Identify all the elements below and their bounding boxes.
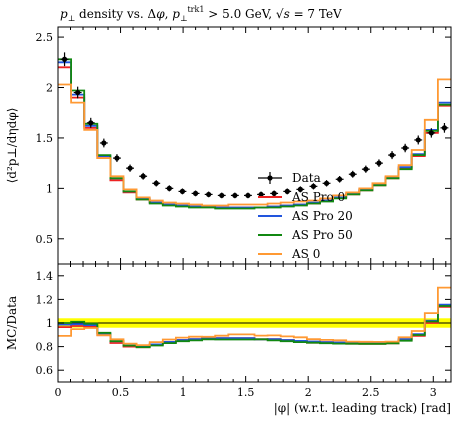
data-point — [127, 165, 133, 171]
data-point — [376, 160, 382, 166]
legend-entry: AS Pro 0 — [291, 190, 345, 204]
data-point — [363, 166, 369, 172]
data-point — [350, 171, 356, 177]
series-as-pro-20 — [58, 61, 451, 209]
x-tick-label: 2 — [305, 386, 312, 399]
data-point — [310, 183, 317, 189]
y-tick-label: 0.8 — [36, 341, 54, 354]
data-point — [232, 192, 238, 199]
data-point — [101, 140, 107, 146]
data-point — [61, 56, 68, 62]
main-y-axis-label: ⟨d²p⊥/dηdφ⟩ — [5, 108, 19, 184]
data-point — [258, 191, 264, 198]
data-point — [245, 192, 251, 199]
data-point — [219, 192, 225, 199]
y-tick-label: 0.6 — [36, 364, 54, 377]
data-point — [179, 188, 186, 194]
y-tick-label: 1.4 — [36, 270, 54, 283]
data-point — [140, 173, 146, 179]
main-panel: 0.5 1 1.5 2 2.5 — [36, 26, 452, 265]
y-tick-label: 0.5 — [36, 233, 54, 246]
data-point — [166, 185, 172, 191]
data-point — [297, 186, 303, 192]
data-point — [323, 180, 330, 186]
axis-labels: ⟨d²p⊥/dηdφ⟩ MC/Data |φ| (w.r.t. leading tr… — [5, 108, 451, 415]
data-point — [192, 190, 199, 197]
legend-entry: AS Pro 20 — [291, 209, 353, 223]
legend-entry: Data — [292, 171, 321, 185]
main-frame — [57, 26, 452, 265]
legend-entry: AS Pro 50 — [291, 228, 353, 242]
legend: Data AS Pro 0 AS Pro 20 AS Pro 50 AS 0 — [258, 171, 353, 261]
data-point — [271, 190, 277, 197]
ratio-series-as-0 — [58, 286, 451, 346]
x-tick-label: 0 — [55, 386, 62, 399]
series-as-pro-50 — [58, 58, 451, 210]
data-point — [114, 155, 120, 161]
x-axis-label: |φ| (w.r.t. leading track) [rad] — [274, 401, 451, 415]
data-point — [415, 137, 421, 143]
y-tick-label: 1.5 — [36, 132, 54, 145]
series-as-0 — [58, 78, 451, 207]
data-point — [206, 191, 212, 198]
y-tick-label: 1 — [46, 182, 53, 195]
data-point — [337, 176, 343, 182]
data-point — [88, 120, 94, 126]
chart-title: p⊥ density vs. Δφ, p⊥trk1 > 5.0 GeV, √s … — [60, 5, 342, 23]
x-tick-label: 2.5 — [362, 386, 380, 399]
y-tick-label: 1.2 — [36, 293, 54, 306]
data-point — [389, 152, 395, 158]
legend-entry: AS 0 — [291, 247, 320, 261]
data-point — [75, 89, 81, 96]
data-point — [428, 130, 434, 136]
x-tick-label: 1.5 — [237, 386, 255, 399]
data-point — [284, 188, 290, 194]
series-as-pro-0 — [58, 66, 451, 209]
legend-marker-data — [267, 175, 273, 181]
data-point — [441, 125, 448, 131]
y-tick-label: 2.5 — [36, 31, 54, 44]
ratio-panel: 0.6 0.8 1 1.2 1.4 0 0.5 1 1.5 2 2.5 3 — [36, 263, 452, 399]
y-tick-label: 1 — [46, 317, 53, 330]
x-tick-label: 0.5 — [112, 386, 130, 399]
y-tick-label: 2 — [46, 82, 53, 95]
ratio-y-axis-label: MC/Data — [5, 296, 19, 350]
data-point — [402, 145, 408, 151]
x-tick-label: 3 — [430, 386, 437, 399]
data-point — [153, 180, 159, 186]
x-tick-label: 1 — [180, 386, 187, 399]
